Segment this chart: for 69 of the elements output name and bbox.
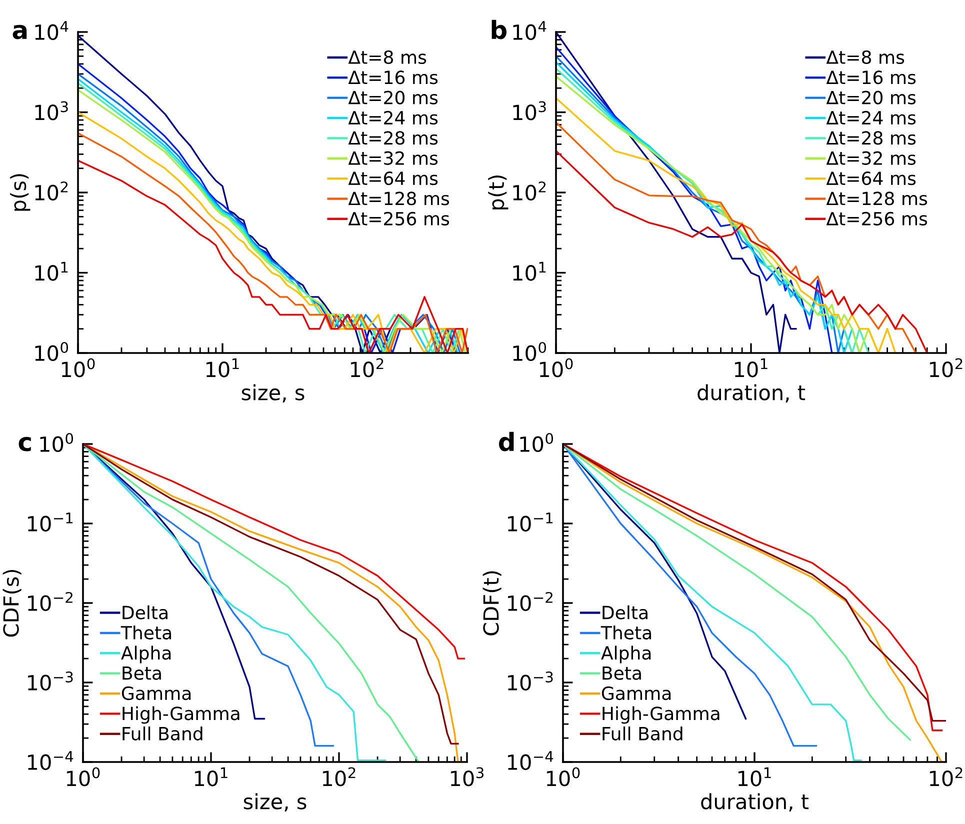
y-axis-title: CDF(s) bbox=[2, 570, 22, 637]
legend-label: Δt=8 ms bbox=[348, 50, 426, 64]
y-tick-label: 10$^{0}$ bbox=[520, 432, 554, 452]
x-tick-label: 10$^{1}$ bbox=[206, 358, 239, 378]
legend-label: Δt=256 ms bbox=[348, 212, 450, 226]
y-tick-label: 10$^{1}$ bbox=[513, 262, 546, 281]
y-tick-label: 10$^{3}$ bbox=[513, 101, 546, 120]
x-axis-title: duration, t bbox=[698, 384, 806, 403]
legend-label: Δt=32 ms bbox=[826, 151, 916, 165]
legend-label: Δt=64 ms bbox=[826, 171, 916, 186]
y-tick-label: 10$^{4}$ bbox=[513, 21, 546, 40]
text: c bbox=[18, 436, 31, 452]
legend-label: Δt=28 ms bbox=[826, 131, 916, 145]
y-tick-label: 10$^{1}$ bbox=[35, 262, 68, 281]
legend-label: Δt=28 ms bbox=[348, 131, 438, 145]
y-tick-label: 10$^{−3}$ bbox=[28, 671, 73, 691]
y-tick-label: 10$^{0}$ bbox=[40, 432, 74, 452]
legend-label: Alpha bbox=[121, 646, 171, 664]
text: a bbox=[12, 24, 27, 40]
y-axis-title: CDF(t) bbox=[482, 571, 502, 636]
legend-label: Δt=8 ms bbox=[826, 50, 904, 64]
legend-label: Full Band bbox=[602, 726, 682, 740]
x-tick-label: 10$^{1}$ bbox=[734, 358, 768, 378]
legend-label: High-Gamma bbox=[602, 706, 720, 724]
x-tick-label: 10$^{2}$ bbox=[322, 767, 356, 786]
legend-label: Δt=16 ms bbox=[826, 70, 916, 84]
x-axis-title: duration, t bbox=[701, 793, 809, 812]
x-axis-title: size, s bbox=[242, 384, 304, 403]
y-tick-label: 10$^{3}$ bbox=[35, 101, 68, 120]
x-tick-label: 10$^{2}$ bbox=[350, 358, 384, 378]
legend-label: Theta bbox=[600, 626, 652, 640]
y-tick-label: 10$^{2}$ bbox=[35, 181, 68, 201]
legend-label: Δt=20 ms bbox=[826, 90, 916, 104]
text: b bbox=[492, 20, 506, 40]
legend-label: Alpha bbox=[601, 646, 651, 664]
legend-label: Δt=20 ms bbox=[348, 90, 438, 104]
y-tick-label: 10$^{−3}$ bbox=[508, 671, 553, 691]
y-tick-label: 10$^{4}$ bbox=[35, 21, 68, 40]
legend-label: Theta bbox=[120, 626, 172, 640]
x-tick-label: 10$^{2}$ bbox=[930, 358, 962, 378]
x-tick-label: 10$^{2}$ bbox=[930, 767, 962, 786]
legend-label: Gamma bbox=[602, 686, 671, 700]
legend-label: Beta bbox=[602, 666, 641, 680]
x-tick-label: 10$^{1}$ bbox=[194, 767, 228, 786]
text: d bbox=[499, 432, 514, 452]
legend-label: Δt=16 ms bbox=[348, 70, 438, 84]
x-axis-title: size, s bbox=[244, 793, 306, 812]
y-tick-label: 10$^{−1}$ bbox=[508, 512, 553, 532]
legend-label: Δt=64 ms bbox=[348, 171, 438, 186]
legend-label: Δt=32 ms bbox=[348, 151, 438, 165]
legend-label: Full Band bbox=[122, 726, 202, 740]
y-tick-label: 10$^{−2}$ bbox=[508, 592, 552, 612]
legend-label: Δt=24 ms bbox=[348, 110, 438, 125]
y-axis-title: p(s) bbox=[10, 174, 30, 211]
y-tick-label: 10$^{−2}$ bbox=[28, 592, 72, 612]
legend-label: Δt=128 ms bbox=[348, 192, 450, 206]
legend-label: High-Gamma bbox=[122, 706, 240, 724]
legend-label: Beta bbox=[122, 666, 161, 680]
y-tick-label: 10$^{2}$ bbox=[513, 181, 546, 201]
y-axis-title: p(t) bbox=[488, 175, 508, 210]
legend-label: Δt=128 ms bbox=[826, 192, 928, 206]
legend-label: Gamma bbox=[122, 686, 191, 700]
legend-label: Delta bbox=[122, 605, 168, 620]
legend-label: Delta bbox=[602, 605, 648, 620]
x-tick-label: 10$^{3}$ bbox=[450, 767, 484, 786]
x-tick-label: 10$^{1}$ bbox=[738, 767, 771, 786]
y-tick-label: 10$^{−1}$ bbox=[28, 512, 73, 532]
legend-label: Δt=256 ms bbox=[826, 212, 928, 226]
legend-label: Δt=24 ms bbox=[826, 110, 916, 125]
